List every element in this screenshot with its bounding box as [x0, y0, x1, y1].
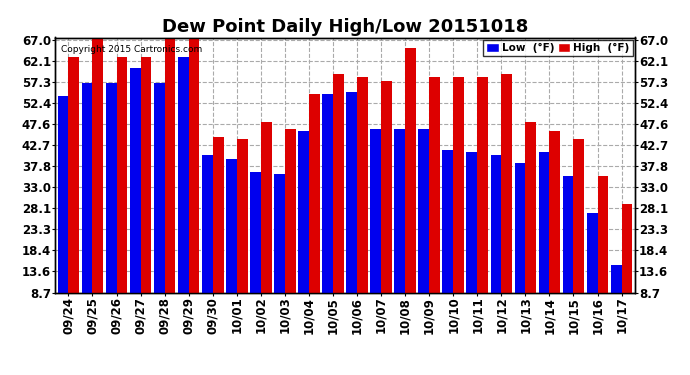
- Bar: [188, 27, 199, 292]
- Bar: [357, 76, 368, 292]
- Bar: [298, 131, 309, 292]
- Bar: [81, 83, 92, 292]
- Bar: [525, 122, 536, 292]
- Bar: [250, 172, 261, 292]
- Bar: [442, 150, 453, 292]
- Bar: [622, 204, 633, 292]
- Bar: [371, 129, 381, 292]
- Bar: [562, 176, 573, 292]
- Bar: [285, 129, 296, 292]
- Bar: [502, 74, 512, 292]
- Bar: [106, 83, 117, 292]
- Bar: [202, 154, 213, 292]
- Bar: [57, 96, 68, 292]
- Bar: [573, 140, 584, 292]
- Bar: [154, 83, 165, 292]
- Bar: [405, 48, 416, 292]
- Bar: [309, 94, 319, 292]
- Bar: [466, 152, 477, 292]
- Legend: Low  (°F), High  (°F): Low (°F), High (°F): [483, 40, 633, 56]
- Bar: [515, 163, 525, 292]
- Bar: [261, 122, 272, 292]
- Bar: [549, 131, 560, 292]
- Bar: [346, 92, 357, 292]
- Bar: [381, 81, 392, 292]
- Bar: [165, 27, 175, 292]
- Bar: [586, 213, 598, 292]
- Bar: [598, 176, 609, 292]
- Text: Copyright 2015 Cartronics.com: Copyright 2015 Cartronics.com: [61, 45, 202, 54]
- Title: Dew Point Daily High/Low 20151018: Dew Point Daily High/Low 20151018: [162, 18, 528, 36]
- Bar: [130, 68, 141, 292]
- Bar: [92, 27, 104, 292]
- Bar: [429, 76, 440, 292]
- Bar: [274, 174, 285, 292]
- Bar: [213, 137, 224, 292]
- Bar: [477, 76, 488, 292]
- Bar: [178, 57, 188, 292]
- Bar: [68, 57, 79, 292]
- Bar: [491, 154, 502, 292]
- Bar: [539, 152, 549, 292]
- Bar: [453, 76, 464, 292]
- Bar: [226, 159, 237, 292]
- Bar: [394, 129, 405, 292]
- Bar: [611, 265, 622, 292]
- Bar: [141, 57, 151, 292]
- Bar: [117, 57, 128, 292]
- Bar: [333, 74, 344, 292]
- Bar: [237, 140, 248, 292]
- Bar: [418, 129, 429, 292]
- Bar: [322, 94, 333, 292]
